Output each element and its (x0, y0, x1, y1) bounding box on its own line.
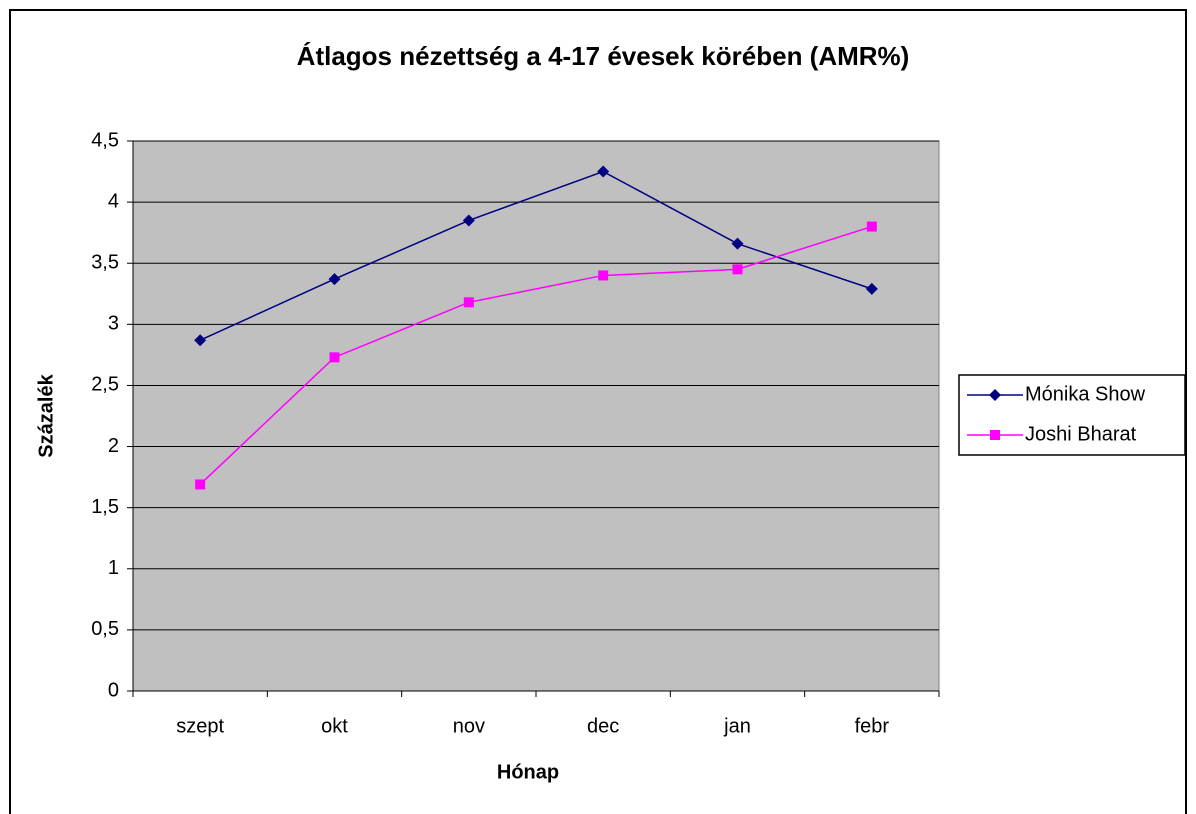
marker (731, 237, 744, 250)
series-line (199, 170, 873, 341)
y-tick-label: 1 (108, 557, 119, 579)
legend-marker (990, 430, 1000, 440)
x-axis-title: Hónap (497, 761, 559, 783)
y-tick-label: 4,5 (91, 129, 119, 151)
y-tick-label: 0 (108, 679, 119, 701)
x-tick-label: okt (321, 715, 348, 737)
x-tick-label: febr (855, 715, 890, 737)
marker (865, 282, 878, 295)
marker (597, 165, 610, 178)
marker (195, 479, 206, 490)
y-tick-label: 0,5 (91, 618, 119, 640)
legend-label: Joshi Bharat (1025, 423, 1137, 445)
x-tick-label: dec (587, 715, 619, 737)
y-axis-title: Százalék (35, 373, 57, 457)
series-line (199, 225, 873, 485)
y-tick-label: 4 (108, 190, 119, 212)
x-tick-label: jan (723, 715, 751, 737)
legend-box (958, 374, 1186, 456)
plot-area (132, 140, 940, 692)
x-tick-label: szept (176, 715, 224, 737)
marker (598, 270, 609, 281)
marker (329, 352, 340, 363)
legend-marker (989, 389, 1001, 401)
marker (732, 264, 743, 275)
y-tick-label: 3,5 (91, 252, 119, 274)
legend: Mónika Show Joshi Bharat (958, 374, 1186, 456)
chart-title: Átlagos nézettség a 4-17 évesek körében … (297, 41, 910, 71)
y-tick-label: 3 (108, 313, 119, 335)
marker (194, 334, 207, 347)
legend-label: Mónika Show (1025, 383, 1146, 405)
marker (463, 297, 474, 308)
marker (462, 214, 475, 227)
marker (866, 221, 877, 232)
y-tick-label: 2 (108, 435, 119, 457)
y-tick-label: 1,5 (91, 496, 119, 518)
y-tick-label: 2,5 (91, 374, 119, 396)
x-tick-label: nov (453, 715, 485, 737)
marker (328, 273, 341, 286)
